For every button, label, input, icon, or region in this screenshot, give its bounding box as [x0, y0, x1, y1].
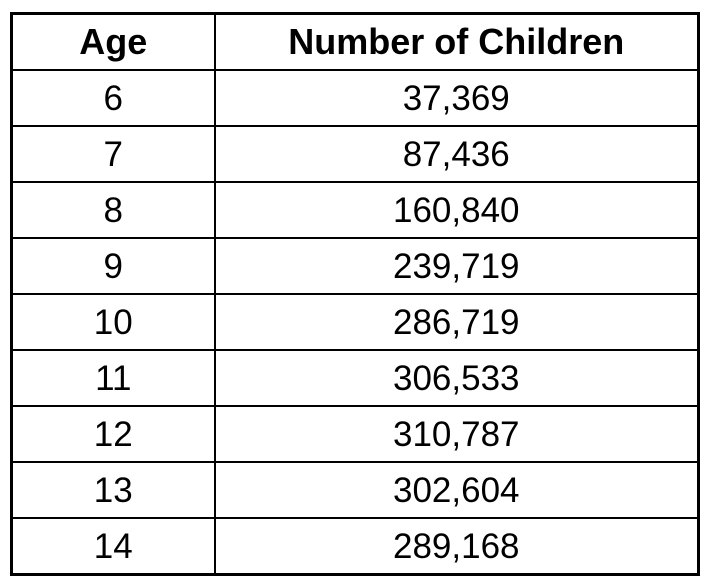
children-column-header: Number of Children: [213, 12, 700, 71]
age-cell: 14: [10, 517, 216, 576]
age-cell: 11: [10, 349, 216, 407]
table-row: 13 302,604: [10, 461, 700, 519]
children-count-cell: 306,533: [213, 349, 700, 407]
table-row: 10 286,719: [10, 293, 700, 351]
table-row: 14 289,168: [10, 517, 700, 576]
children-count-cell: 302,604: [213, 461, 700, 519]
age-column-header: Age: [10, 12, 216, 71]
children-count-cell: 286,719: [213, 293, 700, 351]
age-cell: 9: [10, 237, 216, 295]
children-count-cell: 160,840: [213, 181, 700, 239]
table-row: 7 87,436: [10, 125, 700, 183]
age-children-table: Age Number of Children 6 37,369 7 87,436…: [10, 12, 700, 576]
header-row: Age Number of Children: [10, 12, 700, 71]
age-cell: 6: [10, 69, 216, 127]
age-cell: 12: [10, 405, 216, 463]
children-count-cell: 37,369: [213, 69, 700, 127]
children-count-cell: 87,436: [213, 125, 700, 183]
age-cell: 13: [10, 461, 216, 519]
children-count-cell: 310,787: [213, 405, 700, 463]
table-row: 12 310,787: [10, 405, 700, 463]
table-row: 11 306,533: [10, 349, 700, 407]
table-row: 6 37,369: [10, 69, 700, 127]
children-count-cell: 239,719: [213, 237, 700, 295]
age-cell: 8: [10, 181, 216, 239]
age-cell: 7: [10, 125, 216, 183]
table-row: 8 160,840: [10, 181, 700, 239]
table-row: 9 239,719: [10, 237, 700, 295]
age-cell: 10: [10, 293, 216, 351]
children-count-cell: 289,168: [213, 517, 700, 576]
